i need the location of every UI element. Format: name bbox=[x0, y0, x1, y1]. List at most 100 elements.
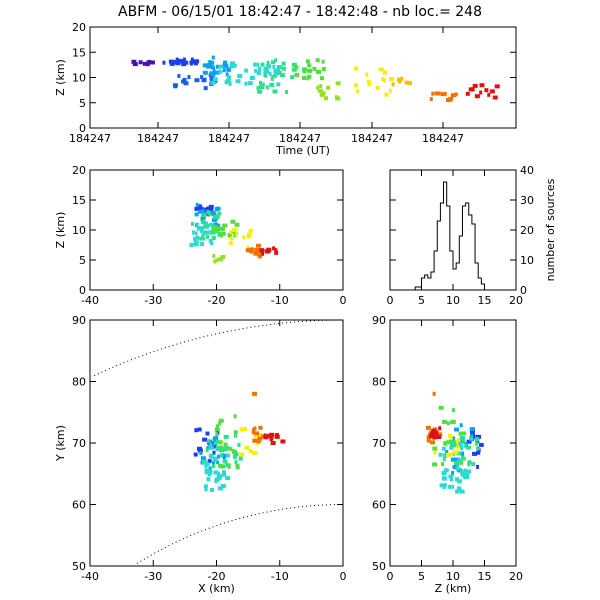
source-point bbox=[217, 454, 221, 459]
source-point bbox=[383, 78, 387, 83]
source-point bbox=[281, 66, 286, 71]
source-point bbox=[443, 468, 449, 473]
source-point bbox=[450, 93, 456, 98]
source-point bbox=[199, 451, 203, 456]
x-tick-label: 184247 bbox=[279, 132, 321, 145]
source-point bbox=[326, 85, 331, 90]
source-point bbox=[204, 230, 210, 235]
source-point bbox=[221, 470, 226, 475]
source-point bbox=[195, 222, 199, 227]
source-point bbox=[307, 63, 312, 68]
source-point bbox=[149, 60, 155, 65]
source-point bbox=[272, 89, 278, 94]
source-point bbox=[317, 88, 323, 93]
source-point bbox=[455, 489, 460, 494]
source-point bbox=[214, 214, 220, 219]
source-point bbox=[194, 231, 198, 236]
source-point bbox=[222, 453, 227, 458]
y-tick-label: 20 bbox=[72, 21, 86, 34]
source-point bbox=[235, 79, 241, 84]
source-point bbox=[274, 58, 278, 63]
source-point bbox=[204, 464, 208, 469]
source-point bbox=[222, 457, 226, 462]
source-point bbox=[438, 426, 442, 431]
source-point bbox=[426, 438, 431, 443]
source-point bbox=[175, 57, 179, 62]
source-point bbox=[458, 443, 463, 448]
source-point bbox=[449, 435, 453, 440]
source-point bbox=[324, 96, 329, 101]
source-point bbox=[456, 468, 462, 473]
source-point bbox=[463, 474, 467, 479]
source-point bbox=[232, 454, 237, 459]
source-point bbox=[203, 207, 208, 212]
source-point bbox=[301, 67, 307, 72]
source-point bbox=[312, 66, 317, 71]
source-point bbox=[233, 430, 238, 435]
source-point bbox=[478, 442, 484, 447]
x-tick-label: 184247 bbox=[137, 132, 179, 145]
source-point bbox=[290, 75, 295, 80]
source-point bbox=[281, 61, 286, 66]
source-point bbox=[319, 83, 323, 88]
source-point bbox=[272, 64, 276, 69]
source-point bbox=[207, 459, 212, 464]
y-tick-label: 90 bbox=[72, 314, 86, 327]
source-point bbox=[381, 77, 385, 82]
source-point bbox=[229, 230, 233, 235]
source-point bbox=[460, 446, 464, 451]
source-point bbox=[366, 80, 371, 85]
source-point bbox=[214, 70, 220, 75]
y-tick-label: 20 bbox=[72, 164, 86, 177]
source-point bbox=[437, 432, 443, 437]
source-point bbox=[215, 432, 219, 437]
source-point bbox=[182, 77, 187, 82]
source-point bbox=[459, 469, 464, 474]
source-point bbox=[476, 450, 481, 455]
source-point bbox=[391, 82, 395, 87]
y-tick-label: 80 bbox=[372, 376, 386, 389]
source-point bbox=[269, 436, 274, 441]
source-point bbox=[450, 440, 456, 445]
source-point bbox=[474, 94, 480, 99]
x-tick-label: 0 bbox=[387, 294, 394, 307]
source-point bbox=[215, 439, 220, 444]
source-point bbox=[212, 460, 216, 465]
source-point bbox=[459, 489, 465, 494]
source-point bbox=[206, 210, 211, 215]
source-point bbox=[277, 70, 282, 75]
source-point bbox=[252, 450, 258, 455]
source-point bbox=[268, 71, 272, 76]
source-point bbox=[220, 233, 224, 238]
source-point bbox=[208, 454, 214, 459]
source-point bbox=[205, 448, 209, 453]
y-axis-label: Z (km) bbox=[54, 212, 67, 249]
source-point bbox=[208, 60, 212, 65]
source-point bbox=[453, 450, 459, 455]
y-axis-label: number of sources bbox=[544, 178, 557, 281]
source-point bbox=[210, 65, 215, 70]
source-point bbox=[190, 221, 194, 226]
source-point bbox=[228, 81, 232, 86]
source-point bbox=[431, 434, 437, 439]
source-point bbox=[365, 72, 369, 77]
source-point bbox=[207, 469, 213, 474]
source-point bbox=[218, 64, 223, 69]
source-point bbox=[162, 60, 166, 65]
source-point bbox=[479, 83, 485, 88]
source-point bbox=[205, 462, 210, 467]
source-point bbox=[213, 436, 219, 441]
source-point bbox=[470, 433, 474, 438]
source-point bbox=[239, 452, 245, 457]
source-point bbox=[201, 77, 207, 82]
source-point bbox=[438, 452, 443, 457]
range-ring bbox=[93, 319, 344, 377]
source-point bbox=[476, 464, 480, 469]
y-tick-label: 50 bbox=[72, 560, 86, 573]
source-point bbox=[456, 451, 462, 456]
source-point bbox=[456, 479, 462, 484]
source-point bbox=[235, 232, 239, 237]
source-point bbox=[203, 484, 208, 489]
source-point bbox=[469, 427, 475, 432]
